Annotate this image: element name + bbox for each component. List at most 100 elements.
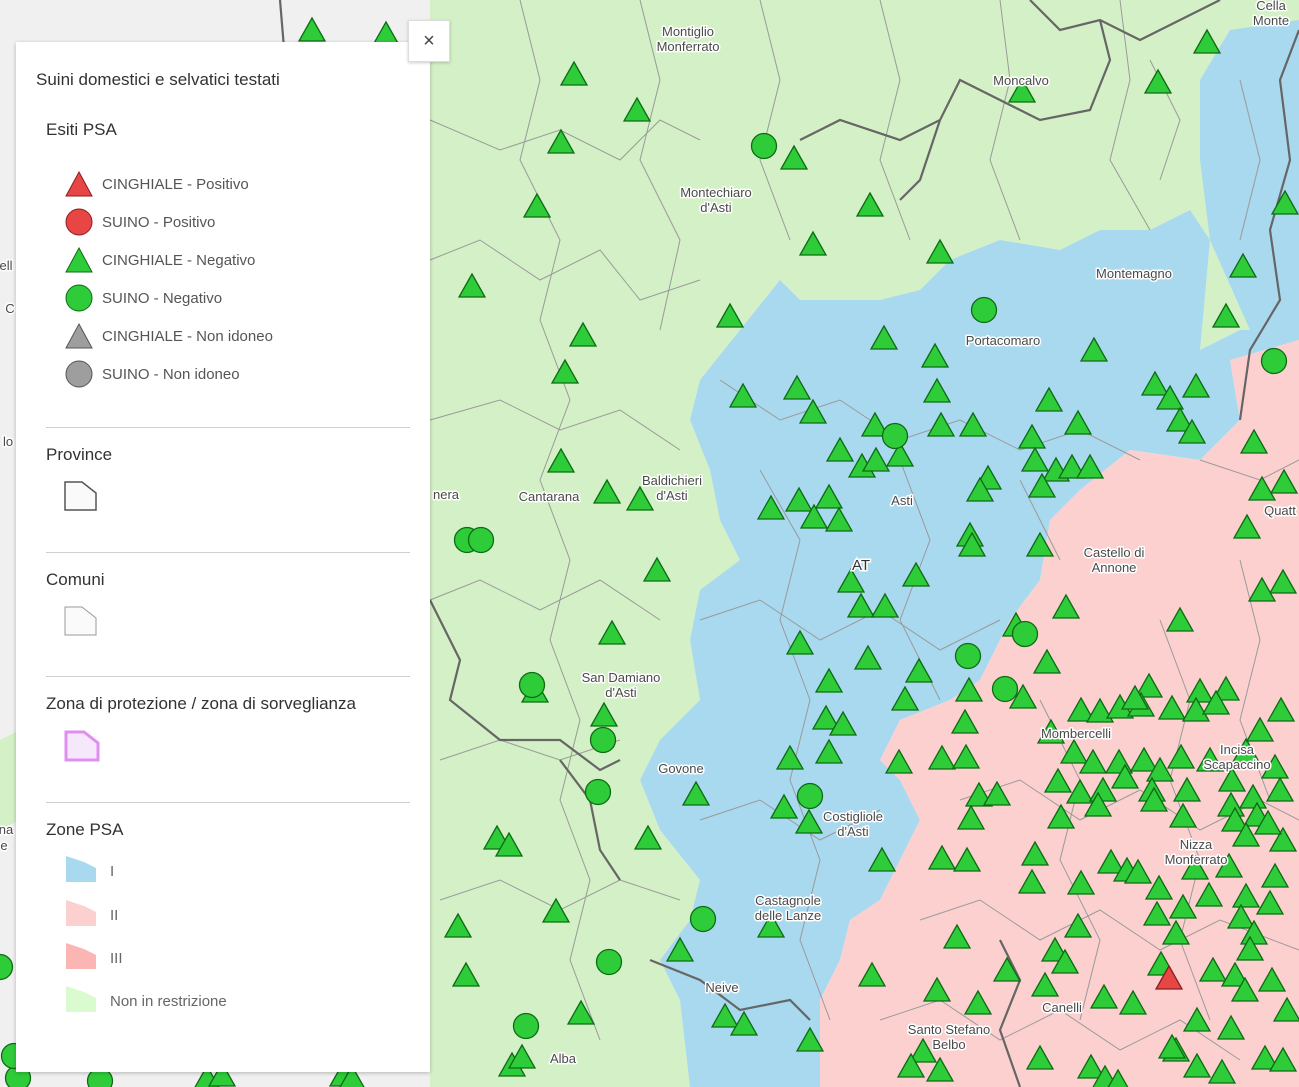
marker-suino-negativo [584, 778, 612, 806]
marker-cinghiale-negativo [1063, 912, 1093, 938]
marker-cinghiale-negativo [207, 1061, 237, 1087]
marker-cinghiale-negativo [1110, 763, 1140, 789]
marker-suino-negativo [991, 675, 1019, 703]
marker-cinghiale-negativo [1059, 738, 1089, 764]
place-label: e [0, 838, 7, 853]
divider [46, 552, 410, 553]
place-label: Nizza Monferrato [1165, 837, 1228, 867]
marker-cinghiale-negativo [1155, 384, 1185, 410]
marker-cinghiale-negativo [1007, 77, 1037, 103]
marker-cinghiale-negativo [339, 1064, 365, 1087]
marker-cinghiale-negativo [982, 780, 1012, 806]
zone-II-swatch-icon [64, 898, 98, 933]
marker-cinghiale-negativo [1129, 746, 1159, 772]
marker-cinghiale-negativo [825, 436, 855, 462]
marker-cinghiale-negativo [1143, 68, 1173, 94]
place-label: Cantarana [519, 489, 580, 504]
marker-cinghiale-negativo [1168, 802, 1198, 828]
marker-cinghiale-negativo [957, 531, 987, 557]
zone-legend-item: Non in restrizione [64, 984, 227, 1018]
marker-cinghiale-negativo [811, 704, 841, 730]
marker-cinghiale-negativo [1075, 453, 1105, 479]
marker-cinghiale-negativo [958, 411, 988, 437]
place-label: Asti [891, 493, 913, 508]
legend-item: SUINO - Negativo [62, 282, 222, 314]
place-label: Montemagno [1096, 266, 1172, 281]
marker-cinghiale-negativo [1181, 696, 1211, 722]
marker-cinghiale-negativo [1036, 718, 1066, 744]
place-label: Montiglio Monferrato [657, 24, 720, 54]
marker-cinghiale-negativo [1123, 858, 1153, 884]
marker-suino-negativo [1011, 620, 1039, 648]
marker-cinghiale-negativo [1232, 513, 1262, 539]
place-label: Costigliole d'Asti [823, 809, 883, 839]
marker-cinghiale-negativo [1107, 1068, 1129, 1087]
zone-legend-item: I [64, 854, 114, 888]
marker-cinghiale-negativo [1096, 848, 1126, 874]
marker-cinghiale-negativo [1142, 900, 1172, 926]
marker-cinghiale-negativo [867, 846, 897, 872]
marker-cinghiale-negativo [925, 1056, 955, 1082]
place-label: Castagnole delle Lanze [755, 893, 822, 923]
marker-cinghiale-negativo [775, 744, 805, 770]
marker-cinghiale-negativo [1268, 1046, 1298, 1072]
marker-suino-negativo [954, 642, 982, 670]
marker-cinghiale-negativo [956, 804, 986, 830]
marker-cinghiale-negativo [1043, 767, 1073, 793]
marker-cinghiale-negativo [546, 447, 576, 473]
legend-item: SUINO - Non idoneo [62, 358, 240, 390]
marker-cinghiale-negativo [1238, 783, 1268, 809]
place-label: Castello di Annone [1084, 545, 1145, 575]
marker-cinghiale-negativo [798, 398, 828, 424]
marker-cinghiale-negativo [592, 478, 622, 504]
legend-item-label: CINGHIALE - Negativo [102, 251, 256, 269]
marker-cinghiale-negativo [1268, 568, 1298, 594]
marker-cinghiale-negativo [992, 956, 1022, 982]
marker-cinghiale-negativo [1217, 766, 1247, 792]
marker-cinghiale-negativo [522, 192, 552, 218]
marker-cinghiale-negativo [729, 1010, 759, 1036]
marker-cinghiale-negativo [1194, 881, 1224, 907]
marker-cinghiale-negativo [1272, 996, 1299, 1022]
marker-cinghiale-negativo [925, 238, 955, 264]
marker-cinghiale-negativo [963, 989, 993, 1015]
marker-cinghiale-negativo [1211, 675, 1241, 701]
place-label: Montechiaro d'Asti [680, 185, 752, 215]
legend-item-label: CINGHIALE - Positivo [102, 175, 249, 193]
marker-cinghiale-negativo [857, 961, 887, 987]
marker-cinghiale-negativo [885, 441, 915, 467]
place-label: Mombercelli [1041, 726, 1111, 741]
marker-cinghiale-negativo [1266, 696, 1296, 722]
marker-cinghiale-negativo [1050, 948, 1080, 974]
place-label: Quatt [1264, 503, 1296, 518]
marker-cinghiale-negativo [451, 961, 481, 987]
province-polygon-icon [62, 479, 100, 518]
marker-cinghiale-negativo [769, 793, 799, 819]
marker-cinghiale-negativo [1083, 791, 1113, 817]
marker-cinghiale-negativo [1239, 428, 1269, 454]
marker-cinghiale-negativo [1078, 748, 1108, 774]
marker-cinghiale-negativo [1181, 372, 1211, 398]
marker-cinghiale-negativo [1025, 1044, 1055, 1070]
marker-cinghiale-negativo [1192, 28, 1222, 54]
close-button[interactable]: × [408, 20, 450, 62]
circle-green-icon [62, 282, 96, 314]
divider [46, 676, 410, 677]
marker-cinghiale-negativo [926, 411, 956, 437]
place-label: Cella Monte [1253, 0, 1289, 28]
comuni-border [429, 0, 1299, 1061]
marker-cinghiale-negativo [457, 272, 487, 298]
zone-non-restrizione [280, 0, 1299, 1087]
zone-I-swatch-icon [64, 854, 98, 889]
marker-cinghiale-negativo [846, 592, 876, 618]
legend-item: SUINO - Positivo [62, 206, 215, 238]
marker-cinghiale-negativo [1255, 889, 1285, 915]
marker-cinghiale-negativo [870, 592, 900, 618]
legend-item: CINGHIALE - Negativo [62, 244, 255, 276]
circle-red-icon [62, 206, 96, 238]
marker-cinghiale-negativo [559, 60, 589, 86]
marker-cinghiale-negativo [1247, 475, 1277, 501]
legend-item: CINGHIALE - Positivo [62, 168, 249, 200]
marker-cinghiale-negativo [1220, 806, 1250, 832]
